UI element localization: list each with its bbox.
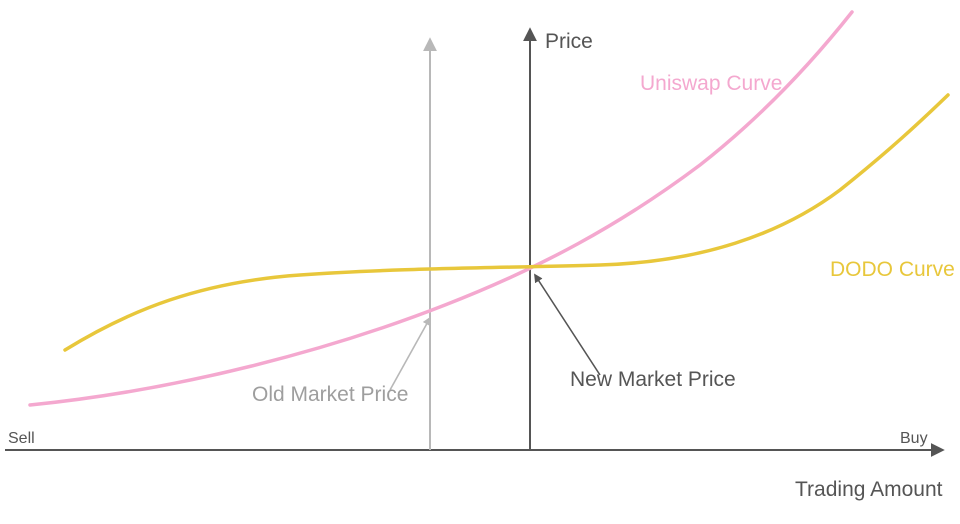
uniswap-curve-label: Uniswap Curve [640, 72, 782, 96]
new-market-price-label: New Market Price [570, 368, 736, 392]
dodo-curve [65, 95, 948, 350]
x-axis-right-text: Buy [900, 430, 928, 448]
x-axis-label: Trading Amount [795, 478, 942, 502]
y-axis-label: Price [545, 30, 593, 54]
uniswap-curve [30, 12, 852, 405]
dodo-curve-label: DODO Curve [830, 258, 955, 282]
chart-svg [0, 0, 960, 519]
old-market-price-label: Old Market Price [252, 383, 408, 407]
chart-container: Price Uniswap Curve DODO Curve Old Marke… [0, 0, 960, 519]
new-market-arrow [535, 275, 600, 375]
x-axis-left-text: Sell [8, 430, 35, 448]
old-market-arrow [390, 318, 430, 390]
